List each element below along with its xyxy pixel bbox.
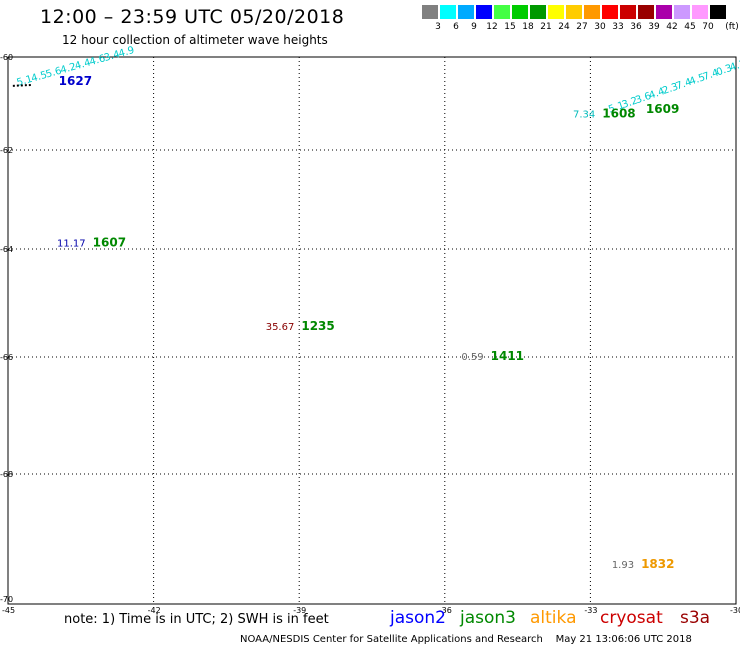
satellite-legend-s3a: s3a: [680, 608, 711, 628]
track-value-label: 4.4: [74, 57, 92, 72]
lon-tick-label: -30: [730, 606, 740, 615]
legend-swatch-label: 45: [684, 22, 696, 32]
swh-value-label: 35.67: [266, 322, 295, 333]
track-value-label: 4.4: [648, 86, 667, 102]
swh-value-label: 0.59: [461, 352, 483, 363]
track-value-label: 7.4: [702, 68, 721, 84]
satellite-legend-altika: altika: [530, 608, 577, 628]
track-value-label: 4.6: [88, 53, 106, 68]
track-value-label: 3.6: [634, 91, 653, 107]
swh-value-label: 1.93: [612, 560, 634, 571]
legend-swatch: [530, 5, 546, 19]
legend-swatch: [638, 5, 654, 19]
legend-swatch-label: 15: [504, 22, 516, 32]
obs-time-label: 1411: [491, 349, 524, 363]
legend-swatch-label: 36: [630, 22, 642, 32]
obs-time-label: 1608: [602, 106, 635, 120]
legend-swatch: [602, 5, 618, 19]
track-segment: [12, 83, 33, 87]
lon-tick-label: -33: [584, 606, 597, 615]
track-value-label: 7.4: [675, 77, 694, 93]
footer-note: note: 1) Time is in UTC; 2) SWH is in fe…: [64, 612, 329, 627]
swh-value-label: 7.34: [573, 109, 595, 120]
track-value-label: 2.3: [661, 81, 680, 97]
legend-swatch-label: 18: [522, 22, 534, 32]
lat-tick-label: -66: [0, 353, 13, 362]
obs-time-label: 1832: [641, 557, 674, 571]
track-value-label: 4.1: [729, 58, 740, 74]
obs-time-label: 1607: [93, 236, 126, 250]
obs-time-label: 1627: [59, 74, 92, 88]
legend-swatch: [458, 5, 474, 19]
legend-swatch-label: 21: [540, 22, 552, 32]
legend-swatch: [656, 5, 672, 19]
track-value-label: 4.9: [117, 45, 135, 60]
lon-tick-label: -45: [2, 606, 15, 615]
legend-swatch: [476, 5, 492, 19]
lat-tick-label: -60: [0, 53, 13, 62]
lon-tick-label: -39: [293, 606, 306, 615]
legend-swatch: [692, 5, 708, 19]
legend-swatch: [548, 5, 564, 19]
page-title: 12:00 – 23:59 UTC 05/20/2018: [40, 6, 345, 28]
credit-line: NOAA/NESDIS Center for Satellite Applica…: [240, 634, 692, 645]
track-value-label: 4.2: [59, 61, 77, 76]
legend-unit: (ft): [725, 22, 739, 32]
satellite-legend-cryosat: cryosat: [600, 608, 663, 628]
legend-swatch-label: 3: [435, 22, 441, 32]
legend-swatch: [440, 5, 456, 19]
track-value-label: 5.6: [45, 66, 63, 81]
track-value-label: 4.5: [688, 72, 707, 88]
legend-swatch: [566, 5, 582, 19]
track-value-label: 3.4: [103, 49, 121, 64]
lat-tick-label: -64: [0, 245, 13, 254]
track-value-label: 5.1: [607, 100, 626, 116]
track-value-label: 3.2: [621, 95, 640, 111]
track-value-label: 0.3: [715, 63, 734, 79]
legend-swatch-label: 24: [558, 22, 570, 32]
legend-swatch-label: 70: [702, 22, 714, 32]
legend-swatch-label: 30: [594, 22, 606, 32]
obs-time-label: 1235: [301, 319, 334, 333]
legend-swatch: [710, 5, 726, 19]
legend-swatch: [620, 5, 636, 19]
lat-tick-label: -70: [0, 595, 13, 604]
lon-tick-label: -42: [148, 606, 161, 615]
legend-swatch-label: 9: [471, 22, 477, 32]
satellite-legend-jason2: jason2: [390, 608, 446, 628]
legend-swatch: [584, 5, 600, 19]
lat-tick-label: -62: [0, 146, 13, 155]
legend-swatch: [674, 5, 690, 19]
legend-swatch-label: 33: [612, 22, 624, 32]
obs-time-label: 1609: [646, 102, 679, 116]
track-value-label: 4.5: [30, 70, 48, 85]
lon-tick-label: -36: [439, 606, 452, 615]
legend-swatch-label: 6: [453, 22, 459, 32]
lat-tick-label: -68: [0, 470, 13, 479]
map-frame: [7, 56, 737, 605]
legend-swatch-label: 39: [648, 22, 660, 32]
legend-swatch: [422, 5, 438, 19]
satellite-legend-jason3: jason3: [460, 608, 516, 628]
legend-swatch-label: 42: [666, 22, 678, 32]
page-subtitle: 12 hour collection of altimeter wave hei…: [62, 33, 328, 47]
legend-swatch-label: 12: [486, 22, 498, 32]
legend-swatch: [494, 5, 510, 19]
legend-swatch-label: 27: [576, 22, 588, 32]
swh-value-label: 11.17: [57, 239, 86, 250]
legend-swatch: [512, 5, 528, 19]
